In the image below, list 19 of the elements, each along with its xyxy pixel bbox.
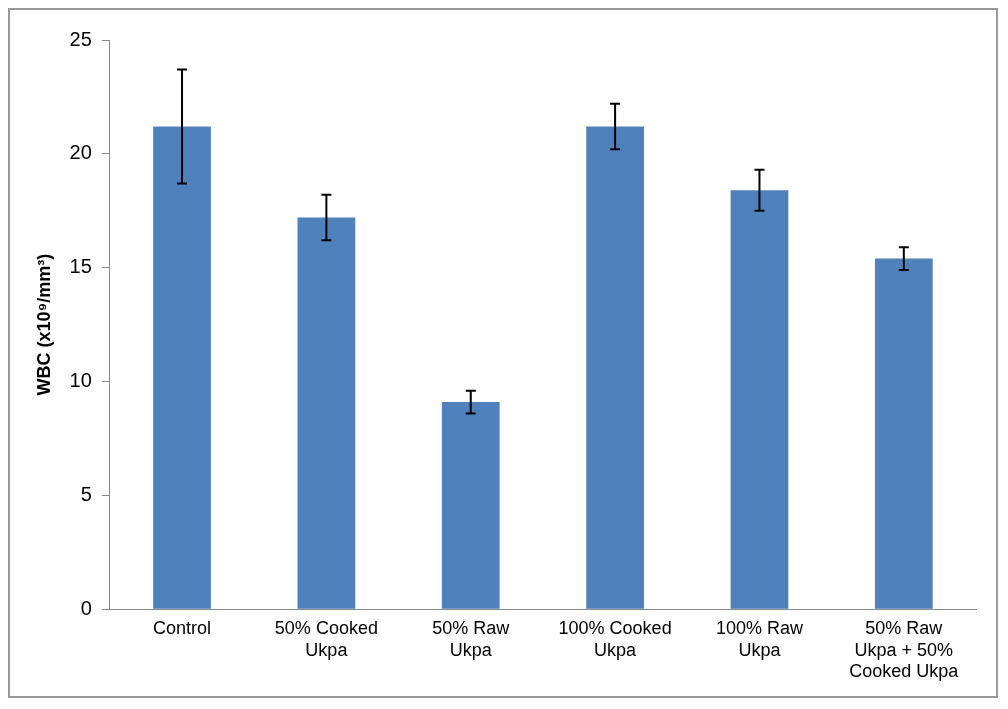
x-tick-label: 50% Cooked Ukpa — [274, 617, 378, 660]
bar — [586, 126, 644, 609]
y-tick-label: 15 — [69, 255, 92, 278]
bar — [153, 126, 211, 609]
y-tick-label: 20 — [69, 141, 92, 164]
bar — [730, 190, 789, 609]
x-tick-label: 50% Raw Ukpa — [432, 617, 511, 660]
y-axis-title: WBC (x10⁹/mm³) — [33, 253, 54, 396]
y-tick-label: 10 — [69, 369, 92, 392]
x-tick-label: 100% Raw Ukpa — [715, 617, 804, 660]
y-tick-label: 5 — [80, 482, 92, 505]
bar — [297, 217, 356, 609]
bar — [874, 258, 933, 609]
x-tick-label: 50% Raw Ukpa + 50% Cooked Ukpa — [849, 617, 960, 682]
y-tick-label: 25 — [69, 27, 92, 50]
y-tick-label: 0 — [80, 596, 92, 619]
bar — [441, 402, 500, 609]
x-tick-label: Control — [153, 617, 212, 638]
x-tick-label: 100% Cooked Ukpa — [558, 617, 672, 660]
